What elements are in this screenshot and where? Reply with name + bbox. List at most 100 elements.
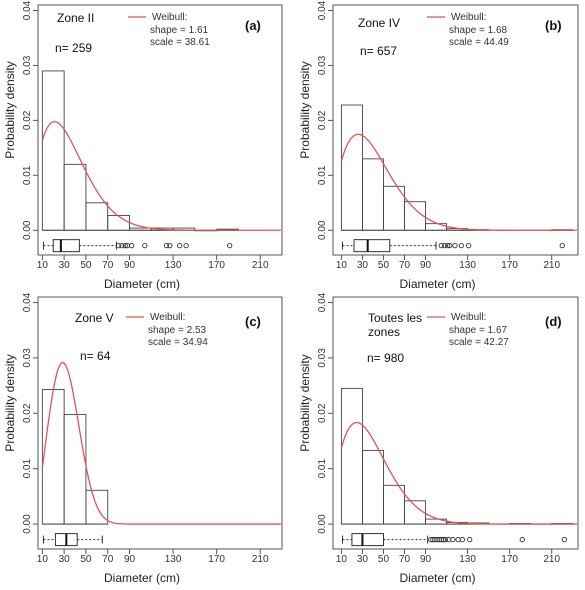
histogram-bar [425,223,448,231]
x-tick-label: 130 [165,260,182,271]
y-tick-label: 0.04 [22,292,33,312]
histogram-bar [340,104,363,231]
x-tick-label: 10 [336,260,348,271]
x-tick-label: 210 [252,554,269,565]
y-tick-label: 0.03 [317,55,328,75]
histogram-bar [361,158,384,231]
panel-3: 0.00 0.01 0.02 0.03 0.04 10 30 50 70 90 130 170 210 D… [3,292,283,585]
legend-title: Weibull: [150,312,185,323]
zone-label: Zone V [75,311,114,325]
boxplot-box [351,533,384,547]
boxplot-outlier [465,243,472,249]
plot-frame [37,4,283,256]
boxplot-outlier [122,243,128,249]
zone-label: Zone IV [358,16,400,30]
boxplot-outlier [142,243,148,249]
boxplot-outlier [444,243,451,249]
x-tick-label: 30 [59,260,71,271]
x-tick-label: 70 [399,554,411,565]
y-tick-label: 0.00 [22,220,33,240]
boxplot-outlier [440,536,447,543]
boxplot-outlier [559,243,565,249]
legend-scale: scale = 42.27 [449,337,509,348]
x-tick-label: 70 [102,260,114,271]
y-axis-title: Probability density [3,61,17,158]
y-tick-label: 0.04 [317,0,328,20]
legend-shape: shape = 1.68 [449,25,508,36]
panel-tag: (c) [245,314,261,329]
boxplot-outlier [442,536,449,543]
x-tick-label: 170 [501,260,518,271]
x-tick-label: 70 [399,260,411,271]
boxplot-box [52,239,80,253]
x-axis-title: Diameter (cm) [104,571,180,585]
panel-tag: (d) [545,314,562,329]
sample-size-label: n= 64 [80,349,111,363]
y-tick-label: 0.02 [22,110,33,130]
y-axis-title: Probability density [298,354,312,451]
weibull-curve [340,133,577,231]
x-tick-label: 170 [208,260,225,271]
boxplot-outlier [519,536,525,543]
x-tick-label: 50 [378,554,390,565]
histogram-bar [41,389,65,525]
x-tick-label: 130 [165,554,182,565]
x-tick-label: 30 [59,554,71,565]
plot-frame [332,296,579,550]
sample-size-label: n= 259 [55,41,92,55]
y-tick-label: 0.02 [317,403,328,423]
legend-title: Weibull: [451,12,486,23]
legend-scale: scale = 44.49 [449,37,509,48]
x-tick-label: 10 [37,260,49,271]
legend-scale: scale = 38.61 [150,37,210,48]
x-tick-label: 50 [80,260,92,271]
boxplot-outlier [163,243,170,249]
histogram-bar [361,449,384,525]
boxplot-outlier [447,243,453,249]
panel-1: 0.00 0.01 0.02 0.03 0.04 10 30 50 70 90 130 170 210 D… [3,0,283,291]
zone-label: Zone II [57,11,94,25]
histogram-bar [41,70,65,231]
boxplot-outlier [227,243,233,249]
y-tick-label: 0.00 [317,220,328,240]
y-tick-label: 0.04 [22,0,33,20]
x-tick-label: 170 [208,554,225,565]
histogram-bar [85,489,109,525]
boxplot-outlier [455,536,461,543]
histogram-bar [85,202,109,231]
sample-size-label: n= 980 [367,351,404,365]
y-axis-title: Probability density [3,354,17,451]
histogram-bar [63,413,87,525]
legend-title: Weibull: [152,12,187,23]
panel-4: 0.00 0.01 0.02 0.03 0.04 10 30 50 70 90 130 170 210 D… [298,292,579,585]
x-tick-label: 10 [336,554,348,565]
legend-shape: shape = 1.61 [150,25,209,36]
x-tick-label: 90 [124,554,136,565]
boxplot-outlier [176,243,183,249]
y-tick-label: 0.01 [317,459,328,479]
weibull-curve [340,421,577,525]
x-tick-label: 170 [501,554,518,565]
legend-shape: shape = 2.53 [148,325,207,336]
histogram-bar [107,214,130,231]
x-axis-title: Diameter (cm) [399,277,475,291]
x-tick-label: 90 [124,260,136,271]
weibull-curve [41,361,281,525]
legend-title: Weibull: [451,312,486,323]
panel-tag: (a) [245,18,261,33]
boxplot-outlier [450,536,456,543]
histogram-bar [340,387,363,525]
boxplot-outlier [441,243,448,249]
boxplot-outlier [561,536,567,543]
plot-frame [332,4,579,256]
y-tick-label: 0.01 [22,459,33,479]
boxplot-outlier [458,243,464,249]
x-tick-label: 70 [102,554,114,565]
histogram-bar [404,201,426,231]
y-tick-label: 0.02 [317,110,328,130]
sample-size-label: n= 657 [360,44,397,58]
y-tick-label: 0.03 [22,55,33,75]
x-tick-label: 130 [459,260,476,271]
y-tick-label: 0.01 [317,165,328,185]
